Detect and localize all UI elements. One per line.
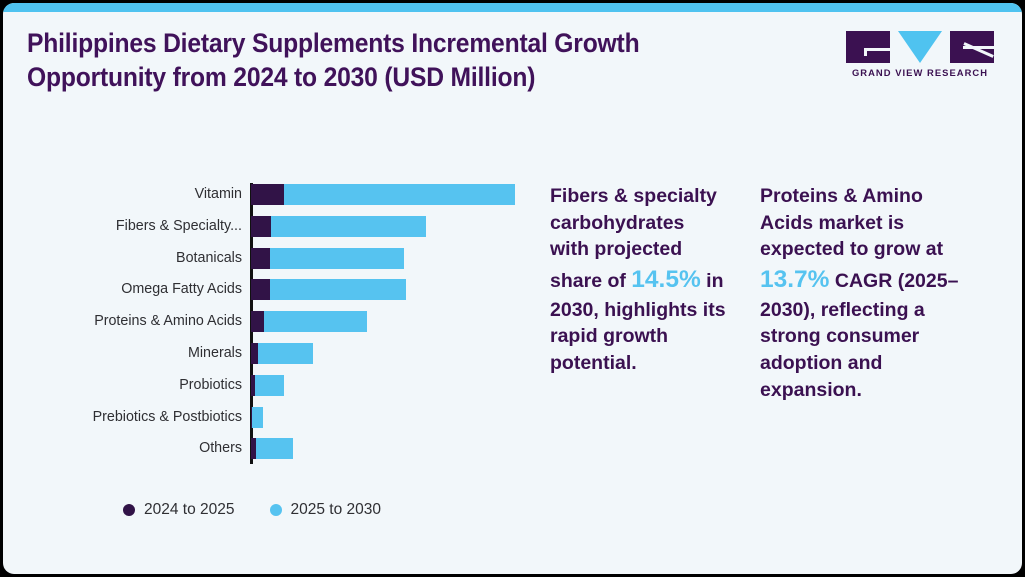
bar-segment-2025-2030 bbox=[284, 184, 515, 205]
callout-fibers-after: in 2030, highlights its rapid growth pot… bbox=[550, 270, 726, 375]
bar-segment-2024-2025 bbox=[251, 343, 258, 364]
bar-segment-2024-2025 bbox=[251, 247, 270, 269]
callout-proteins-highlight: 13.7% bbox=[760, 266, 830, 294]
bar-segment-2024-2025 bbox=[251, 184, 284, 205]
logo-letter-r-icon bbox=[950, 31, 994, 63]
bar-row: Omega Fatty Acids bbox=[3, 279, 543, 301]
bar-segment-2025-2030 bbox=[252, 406, 263, 428]
logo-marks bbox=[846, 31, 994, 64]
top-accent-bar bbox=[3, 3, 1022, 12]
legend-item[interactable]: 2024 to 2025 bbox=[123, 501, 235, 519]
callout-proteins-before: Proteins & Amino Acids market is expecte… bbox=[760, 185, 944, 261]
bar-segment-2025-2030 bbox=[270, 247, 404, 269]
bar-row: Botanicals bbox=[3, 247, 543, 269]
bar-row: Others bbox=[3, 438, 543, 460]
bar-row: Fibers & Specialty... bbox=[3, 215, 543, 237]
bar-row: Probiotics bbox=[3, 374, 543, 396]
page-title: Philippines Dietary Supplements Incremen… bbox=[27, 28, 640, 92]
legend-label: 2025 to 2030 bbox=[290, 501, 382, 518]
bar-category-label: Probiotics bbox=[179, 376, 242, 393]
bar-category-label: Omega Fatty Acids bbox=[121, 281, 242, 298]
bar-row: Vitamin bbox=[3, 184, 543, 205]
legend-item[interactable]: 2025 to 2030 bbox=[269, 501, 382, 519]
bar-category-label: Botanicals bbox=[176, 249, 242, 266]
grand-view-research-logo: GRAND VIEW RESEARCH bbox=[846, 31, 994, 83]
callout-fibers-highlight: 14.5% bbox=[631, 266, 701, 294]
logo-wordmark: GRAND VIEW RESEARCH bbox=[851, 67, 989, 78]
bar-category-label: Prebiotics & Postbiotics bbox=[92, 408, 242, 425]
bar-segment-2025-2030 bbox=[258, 343, 313, 364]
legend-dot-icon bbox=[123, 504, 135, 516]
bar-category-label: Proteins & Amino Acids bbox=[94, 313, 242, 330]
bar-category-label: Vitamin bbox=[194, 186, 242, 202]
bar-segment-2025-2030 bbox=[270, 279, 406, 301]
bar-segment-2024-2025 bbox=[251, 438, 256, 460]
logo-letter-v-icon bbox=[898, 31, 942, 63]
legend-label: 2024 to 2025 bbox=[144, 501, 235, 518]
bar-segment-2025-2030 bbox=[256, 438, 293, 460]
bar-segment-2024-2025 bbox=[251, 215, 271, 237]
bar-category-label: Minerals bbox=[187, 345, 242, 361]
bar-segment-2024-2025 bbox=[251, 374, 255, 396]
callout-proteins: Proteins & Amino Acids market is expecte… bbox=[760, 183, 972, 403]
infographic-card: Philippines Dietary Supplements Incremen… bbox=[3, 3, 1022, 574]
callout-fibers-before: Fibers & specialty carbohydrates with pr… bbox=[550, 185, 717, 293]
bar-segment-2025-2030 bbox=[271, 215, 426, 237]
bar-row: Proteins & Amino Acids bbox=[3, 311, 543, 333]
bar-category-label: Others bbox=[199, 440, 242, 457]
bar-segment-2024-2025 bbox=[251, 279, 270, 301]
bar-chart: Vitamin Fibers & Specialty... Botanicals Om… bbox=[3, 3, 543, 574]
logo-letter-g-icon bbox=[846, 31, 890, 63]
bar-segment-2024-2025 bbox=[251, 311, 264, 333]
bar-segment-2025-2030 bbox=[255, 374, 284, 396]
bar-row: Minerals bbox=[3, 343, 543, 364]
bar-category-label: Fibers & Specialty... bbox=[115, 217, 242, 234]
bar-segment-2025-2030 bbox=[264, 311, 367, 333]
callout-fibers: Fibers & specialty carbohydrates with pr… bbox=[550, 183, 728, 377]
bar-row: Prebiotics & Postbiotics bbox=[3, 406, 543, 428]
chart-legend: 2024 to 2025 2025 to 2030 bbox=[123, 499, 381, 521]
callout-proteins-after: CAGR (2025–2030), reflecting a strong co… bbox=[760, 270, 959, 401]
header: Philippines Dietary Supplements Incremen… bbox=[3, 12, 1022, 104]
legend-dot-icon bbox=[269, 504, 282, 516]
bar-segment-2024-2025 bbox=[251, 406, 252, 428]
